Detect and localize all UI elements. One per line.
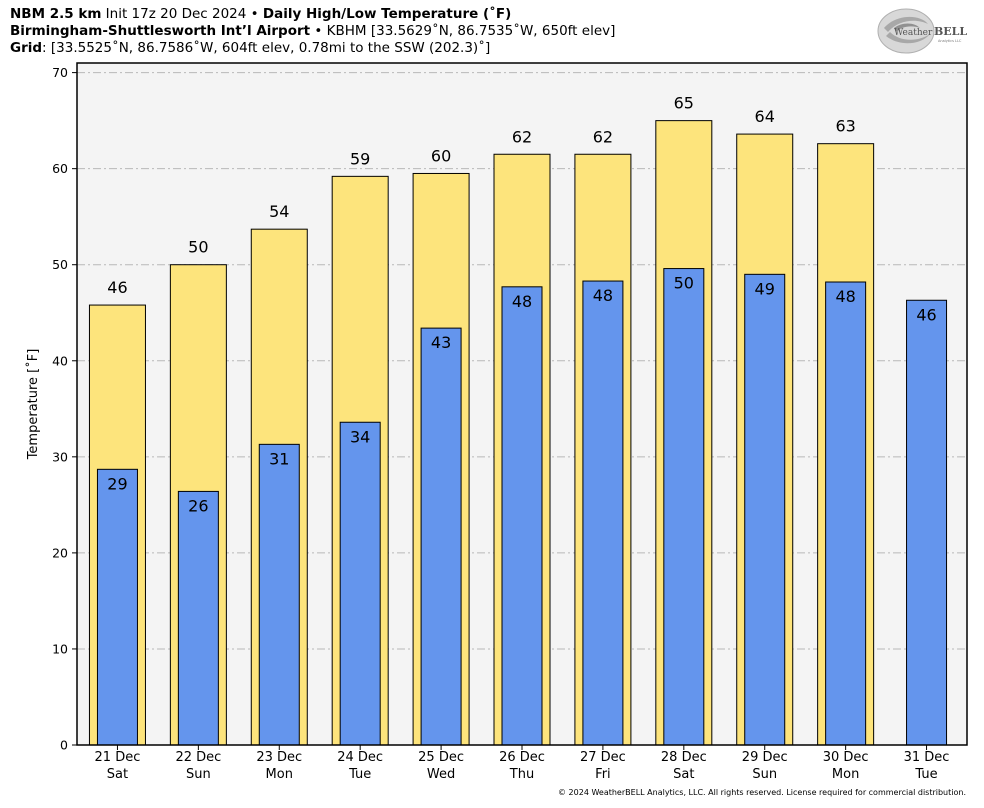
low-temp-label: 48 [593,286,613,305]
high-temp-label: 50 [188,238,208,257]
low-temp-label: 48 [512,292,532,311]
init-time: Init 17z 20 Dec 2024 • [101,6,263,22]
x-tick-label-date: 22 Dec [175,750,221,765]
logo-text-sub: Analytics LLC [938,39,962,43]
grid-location: : [33.5525˚N, 86.7586˚W, 604ft elev, 0.7… [42,40,491,56]
low-temp-label: 43 [431,333,451,352]
low-temp-bar [339,421,381,746]
low-temp-bar [501,286,543,746]
x-tick-label-day: Sat [107,767,128,782]
x-tick-label-date: 25 Dec [418,750,464,765]
y-axis-label: Temperature [˚F] [25,349,41,461]
high-temp-label: 63 [835,117,855,136]
low-temp-bar [744,273,786,746]
product-name: Daily High/Low Temperature (˚F) [262,6,512,22]
low-temp-bar [420,327,462,746]
low-temp-label: 49 [755,279,775,298]
low-temp-label: 48 [835,287,855,306]
station-name: Birmingham-Shuttlesworth Int’l Airport [10,23,311,39]
low-temp-label: 46 [916,305,936,324]
bars [88,120,948,746]
low-temp-bar [582,280,624,746]
x-tick-label-day: Sat [673,767,694,782]
chart-title-line-1: NBM 2.5 km Init 17z 20 Dec 2024 • Daily … [10,6,511,23]
x-axis: 21 Dec Sat 22 Dec Sun 23 Dec Mon 24 Dec Tue 25 D… [95,745,950,782]
weatherbell-logo-icon: Weather BELL Analytics LLC [877,8,967,54]
y-tick-label: 30 [52,449,68,464]
low-temp-bar [825,281,867,746]
chart-title-line-3: Grid: [33.5525˚N, 86.7586˚W, 604ft elev,… [10,40,490,57]
high-temp-label: 60 [431,146,451,165]
y-tick-label: 0 [60,738,68,753]
high-temp-label: 64 [755,107,775,126]
x-tick-label-date: 30 Dec [823,750,869,765]
y-tick-label: 10 [52,641,68,656]
x-tick-label-date: 28 Dec [661,750,707,765]
model-name: NBM 2.5 km [10,6,102,22]
x-tick-label-day: Sun [186,767,211,782]
low-temp-label: 50 [674,274,694,293]
x-tick-label-date: 29 Dec [742,750,788,765]
high-temp-label: 46 [107,278,127,297]
x-tick-label-date: 21 Dec [95,750,141,765]
low-temp-label: 26 [188,496,208,515]
low-temp-bar [258,443,300,746]
y-tick-label: 60 [52,161,68,176]
low-temp-bar [96,468,138,746]
x-tick-label-date: 26 Dec [499,750,545,765]
x-tick-label-date: 31 Dec [904,750,950,765]
low-temp-label: 34 [350,427,370,446]
x-tick-label-day: Mon [266,767,293,782]
x-tick-label-date: 24 Dec [337,750,383,765]
y-tick-label: 20 [52,545,68,560]
high-temp-label: 62 [593,127,613,146]
low-temp-bar [177,490,219,746]
low-temp-bar [663,268,705,746]
x-tick-label-date: 23 Dec [256,750,302,765]
logo-text-weather: Weather [894,28,933,38]
low-temp-label: 29 [107,474,127,493]
bar-labels: 46 29 50 26 54 31 59 34 60 43 62 48 62 48 65 50 64 49 63 48… [107,94,936,516]
low-temp-label: 31 [269,449,289,468]
x-tick-label-date: 27 Dec [580,750,626,765]
x-tick-label-day: Mon [832,767,859,782]
x-tick-label-day: Wed [427,767,455,782]
grid-label: Grid [10,40,43,56]
high-temp-label: 54 [269,202,289,221]
x-tick-label-day: Tue [348,767,371,782]
x-tick-label-day: Sun [752,767,777,782]
logo-text-bell: BELL [934,25,967,38]
high-temp-label: 62 [512,127,532,146]
station-location: • KBHM [33.5629˚N, 86.7535˚W, 650ft elev… [310,23,616,39]
low-temp-bar [906,299,948,746]
chart-title-line-2: Birmingham-Shuttlesworth Int’l Airport •… [10,23,615,40]
x-tick-label-day: Fri [595,767,611,782]
high-temp-label: 65 [674,94,694,113]
y-tick-label: 40 [52,353,68,368]
y-tick-label: 50 [52,257,68,272]
y-axis: 0 10 20 30 40 50 60 70 [52,65,77,753]
copyright-notice: © 2024 WeatherBELL Analytics, LLC. All r… [558,788,966,797]
y-tick-label: 70 [52,65,68,80]
x-tick-label-day: Tue [914,767,937,782]
x-tick-label-day: Thu [509,767,534,782]
high-temp-label: 59 [350,149,370,168]
